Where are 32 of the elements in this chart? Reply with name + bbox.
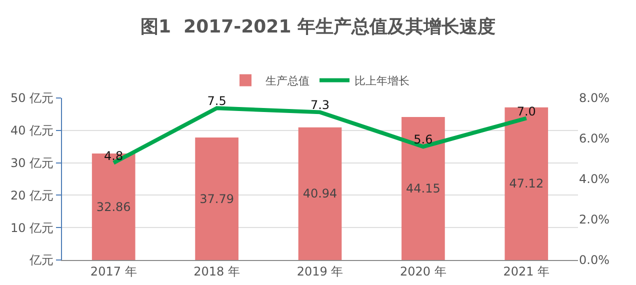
data-label: 5.6: [414, 132, 433, 147]
data-label: 7.0: [516, 104, 536, 118]
x-tick-label: 2020 年: [400, 264, 446, 278]
y2-tick-label: 2.0%: [579, 212, 610, 227]
bar: [402, 116, 445, 260]
data-label: 7.5: [207, 94, 226, 108]
data-label: 47.12: [509, 176, 544, 191]
y2-tick-label: 0.0%: [579, 253, 610, 268]
x-tick-label: 2019 年: [296, 264, 344, 278]
data-label: 32.86: [96, 200, 131, 214]
x-tick-label: 2018 年: [194, 264, 240, 278]
chart-title: 图1 2017-2021 年生产总值及其增长速度: [140, 16, 496, 38]
y-tick-label: 30 亿元: [10, 156, 54, 170]
data-label: 37.79: [200, 192, 234, 206]
y2-tick-label: 6.0%: [579, 132, 610, 146]
data-label: 40.94: [302, 186, 338, 201]
data-label: 44.15: [406, 181, 440, 196]
bar: [298, 127, 342, 260]
data-label: 7.3: [310, 98, 330, 112]
x-tick-label: 2021 年: [503, 264, 550, 278]
legend-label: 生产总值: [266, 74, 310, 88]
y-tick-label: 20 亿元: [10, 188, 54, 202]
bar: [504, 107, 548, 260]
y-tick-label: 50 亿元: [10, 91, 54, 106]
x-tick-label: 2017 年: [90, 264, 137, 278]
y2-tick-label: 8.0%: [579, 91, 610, 106]
y2-tick-label: 4.0%: [579, 172, 610, 186]
legend-label: 比上年增长: [354, 74, 410, 88]
y-tick-label: 10 亿元: [10, 220, 54, 235]
y-tick-label: 40 亿元: [10, 124, 54, 138]
y-tick-label: 亿元: [28, 253, 54, 268]
bar: [195, 138, 238, 260]
